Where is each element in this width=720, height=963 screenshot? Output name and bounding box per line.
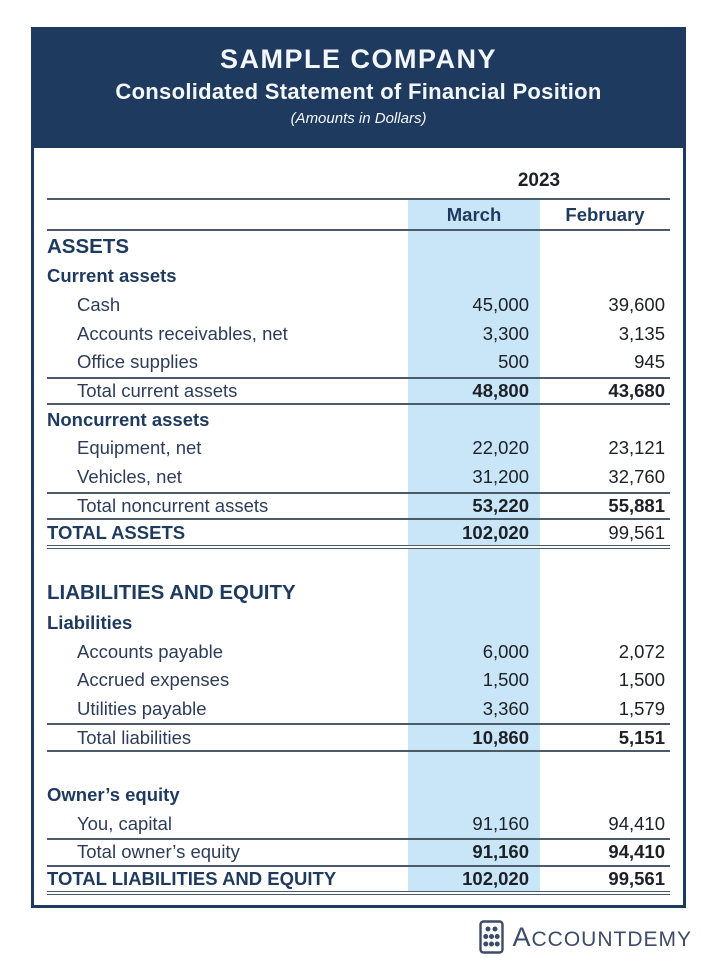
statement-table: 2023 March February ASSETS Current asset… xyxy=(31,148,686,908)
column-header-february: February xyxy=(565,203,645,225)
march-total: 10,860 xyxy=(408,725,540,750)
subsection-row-liabilities: Liabilities xyxy=(47,608,670,638)
march-cell xyxy=(408,608,540,638)
column-header-row: March February xyxy=(47,200,670,231)
march-grand-total: 102,020 xyxy=(408,520,540,545)
spacer-march xyxy=(408,548,540,578)
march-cell xyxy=(408,262,540,291)
march-cell xyxy=(408,577,540,609)
february-total: 43,680 xyxy=(608,380,665,402)
item-label: Accounts receivables, net xyxy=(77,322,288,344)
march-value: 45,000 xyxy=(408,290,540,320)
march-value: 31,200 xyxy=(408,462,540,492)
february-value: 32,760 xyxy=(608,466,665,488)
subsection-row-owners-equity: Owner’s equity xyxy=(47,780,670,810)
grand-total-row-liabilities-equity: TOTAL LIABILITIES AND EQUITY 102,020 99,… xyxy=(47,866,670,896)
section-row-assets: ASSETS xyxy=(47,231,670,262)
line-item-cash: Cash 45,000 39,600 xyxy=(47,290,670,320)
line-item-accounts-payable: Accounts payable 6,000 2,072 xyxy=(47,637,670,666)
march-value: 1,500 xyxy=(408,665,540,695)
year-label: 2023 xyxy=(517,170,561,191)
february-value: 1,500 xyxy=(618,669,665,691)
abacus-icon xyxy=(479,920,505,954)
march-total: 48,800 xyxy=(408,378,540,404)
total-row-noncurrent-assets: Total noncurrent assets 53,220 55,881 xyxy=(47,491,670,521)
grand-total-label: TOTAL LIABILITIES AND EQUITY xyxy=(47,868,337,890)
accountdemy-logo: ACCOUNTDEMY xyxy=(479,920,692,954)
february-value: 3,135 xyxy=(618,322,665,344)
february-total: 55,881 xyxy=(608,494,665,516)
line-item-vehicles: Vehicles, net 31,200 32,760 xyxy=(47,462,670,492)
subsection-label: Liabilities xyxy=(47,611,133,633)
march-cell xyxy=(408,780,540,810)
line-item-office-supplies: Office supplies 500 945 xyxy=(47,348,670,377)
total-row-liabilities: Total liabilities 10,860 5,151 xyxy=(47,723,670,752)
spacer-march xyxy=(408,752,540,781)
spacer-row xyxy=(47,752,670,781)
february-value: 23,121 xyxy=(608,437,665,459)
brand-name: ACCOUNTDEMY xyxy=(512,921,692,952)
february-value: 2,072 xyxy=(618,640,665,662)
subsection-label: Owner’s equity xyxy=(47,784,180,806)
march-total: 91,160 xyxy=(408,840,540,865)
march-value: 6,000 xyxy=(408,637,540,666)
total-label: Total noncurrent assets xyxy=(77,494,269,516)
total-row-owners-equity: Total owner’s equity 91,160 94,410 xyxy=(47,838,670,867)
spacer-row xyxy=(47,548,670,578)
line-item-accounts-receivables: Accounts receivables, net 3,300 3,135 xyxy=(47,319,670,349)
section-label: LIABILITIES AND EQUITY xyxy=(47,581,296,605)
line-item-utilities-payable: Utilities payable 3,360 1,579 xyxy=(47,694,670,724)
february-total: 5,151 xyxy=(618,726,665,748)
line-item-accrued-expenses: Accrued expenses 1,500 1,500 xyxy=(47,665,670,695)
february-value: 945 xyxy=(634,351,665,373)
total-label: Total current assets xyxy=(77,380,238,402)
item-label: Cash xyxy=(77,294,121,316)
subsection-row-current-assets: Current assets xyxy=(47,262,670,291)
line-item-equipment: Equipment, net 22,020 23,121 xyxy=(47,434,670,463)
company-name: SAMPLE COMPANY xyxy=(219,44,497,74)
year-header-row: 2023 xyxy=(47,148,670,200)
march-value: 3,360 xyxy=(408,694,540,724)
statement-header: SAMPLE COMPANY Consolidated Statement of… xyxy=(31,27,686,148)
march-value: 3,300 xyxy=(408,319,540,349)
february-grand-total: 99,561 xyxy=(608,868,665,890)
item-label: Office supplies xyxy=(77,351,198,373)
grand-total-label: TOTAL ASSETS xyxy=(47,521,186,543)
february-value: 1,579 xyxy=(618,697,665,719)
grand-total-row-assets: TOTAL ASSETS 102,020 99,561 xyxy=(47,520,670,549)
item-label: You, capital xyxy=(77,812,172,834)
total-row-current-assets: Total current assets 48,800 43,680 xyxy=(47,376,670,406)
march-total: 53,220 xyxy=(408,493,540,519)
column-header-march: March xyxy=(408,200,540,229)
item-label: Utilities payable xyxy=(77,697,207,719)
section-label: ASSETS xyxy=(47,234,130,258)
february-value: 94,410 xyxy=(608,812,665,834)
march-value: 91,160 xyxy=(408,809,540,839)
march-grand-total: 102,020 xyxy=(408,866,540,892)
february-total: 94,410 xyxy=(608,841,665,863)
item-label: Accounts payable xyxy=(77,640,224,662)
item-label: Vehicles, net xyxy=(77,466,182,488)
march-cell xyxy=(408,231,540,262)
march-value: 500 xyxy=(408,348,540,377)
amounts-note: (Amounts in Dollars) xyxy=(290,110,427,127)
item-label: Equipment, net xyxy=(77,437,202,459)
february-value: 39,600 xyxy=(608,294,665,316)
subsection-label: Current assets xyxy=(47,265,177,287)
total-label: Total liabilities xyxy=(77,726,192,748)
february-grand-total: 99,561 xyxy=(608,521,665,543)
march-cell xyxy=(408,405,540,435)
section-row-liabilities-equity: LIABILITIES AND EQUITY xyxy=(47,577,670,609)
item-label: Accrued expenses xyxy=(77,669,230,691)
subsection-label: Noncurrent assets xyxy=(47,408,210,430)
line-item-you-capital: You, capital 91,160 94,410 xyxy=(47,809,670,839)
march-value: 22,020 xyxy=(408,434,540,463)
subsection-row-noncurrent-assets: Noncurrent assets xyxy=(47,405,670,435)
total-label: Total owner’s equity xyxy=(77,841,240,863)
column-header-spacer xyxy=(47,200,408,229)
statement-title: Consolidated Statement of Financial Posi… xyxy=(115,79,602,104)
